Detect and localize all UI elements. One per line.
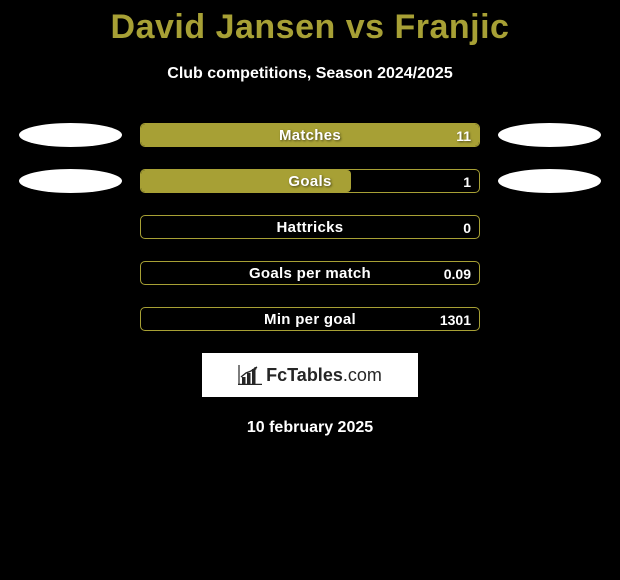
stat-value: 1 <box>463 170 471 193</box>
stat-row: Goals1 <box>0 169 620 193</box>
date-label: 10 february 2025 <box>0 419 620 437</box>
left-ellipse <box>19 123 122 147</box>
right-ellipse <box>498 123 601 147</box>
stat-row: Matches11 <box>0 123 620 147</box>
stat-label: Goals <box>141 170 479 193</box>
stat-bar: Matches11 <box>140 123 480 147</box>
stat-row: Min per goal1301 <box>0 307 620 331</box>
stat-bar: Goals1 <box>140 169 480 193</box>
stats-rows: Matches11 Goals1 Hattricks0 Goals per match… <box>0 123 620 331</box>
stat-value: 0 <box>463 216 471 239</box>
stat-label: Min per goal <box>141 308 479 331</box>
page-title: David Jansen vs Franjic <box>0 0 620 47</box>
stat-bar: Min per goal1301 <box>140 307 480 331</box>
subtitle: Club competitions, Season 2024/2025 <box>0 65 620 83</box>
stat-row: Goals per match0.09 <box>0 261 620 285</box>
stat-bar: Hattricks0 <box>140 215 480 239</box>
stat-row: Hattricks0 <box>0 215 620 239</box>
logo-text-light: .com <box>343 365 382 385</box>
stat-value: 11 <box>456 124 471 147</box>
logo-text-bold: FcTables <box>266 365 343 385</box>
logo-box[interactable]: FcTables.com <box>202 353 418 397</box>
stat-value: 1301 <box>440 308 471 331</box>
stat-bar: Goals per match0.09 <box>140 261 480 285</box>
left-ellipse <box>19 169 122 193</box>
stat-value: 0.09 <box>444 262 471 285</box>
right-ellipse <box>498 169 601 193</box>
stat-label: Matches <box>141 124 479 147</box>
logo-text: FcTables.com <box>266 365 382 386</box>
stat-label: Goals per match <box>141 262 479 285</box>
stat-label: Hattricks <box>141 216 479 239</box>
bar-chart-icon <box>238 365 262 385</box>
